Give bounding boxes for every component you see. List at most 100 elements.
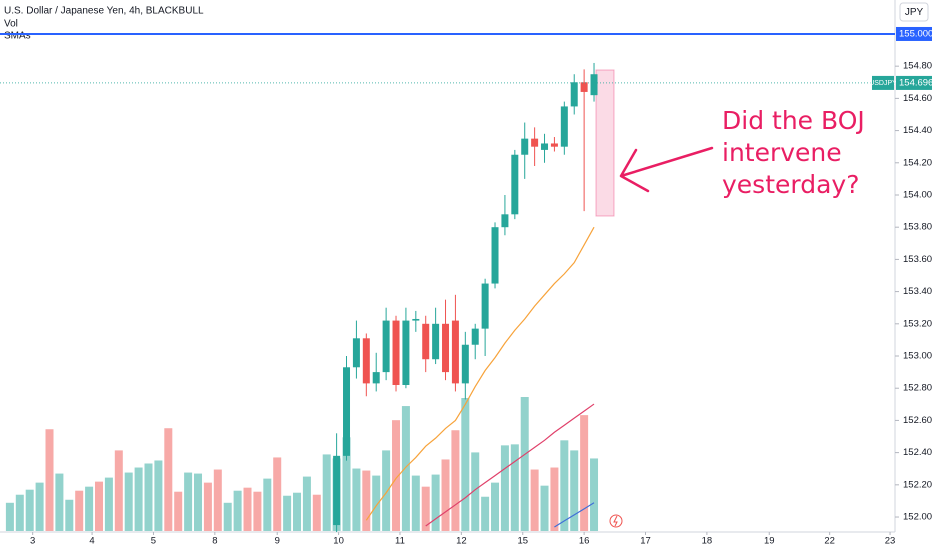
volume-bar xyxy=(461,398,470,531)
y-tick-label: 153.800 xyxy=(903,222,932,233)
volume-bar xyxy=(5,502,14,531)
y-tick-label: 154.800 xyxy=(903,61,932,72)
plot-area xyxy=(5,62,599,532)
y-tick-label: 153.000 xyxy=(903,351,932,362)
volume-bar xyxy=(431,474,440,531)
x-tick-label: 12 xyxy=(456,536,467,547)
volume-bar xyxy=(65,499,74,531)
volume-bar xyxy=(471,452,480,531)
candle-body xyxy=(570,82,578,107)
y-tick-label: 152.000 xyxy=(903,512,932,523)
candle-body xyxy=(343,367,351,456)
volume-bar xyxy=(560,440,569,531)
volume-bar xyxy=(134,467,143,531)
candle-body xyxy=(511,154,519,215)
volume-bar xyxy=(550,467,559,531)
volume-bar xyxy=(520,397,529,531)
volume-bar xyxy=(293,492,302,531)
candle-body xyxy=(590,74,598,96)
y-tick-label: 153.400 xyxy=(903,286,932,297)
candle-body xyxy=(333,455,341,526)
last-price-label: 154.696 xyxy=(899,77,932,88)
volume-bar xyxy=(352,468,361,531)
volume-bar xyxy=(25,489,34,531)
volume-bar xyxy=(580,415,589,531)
event-icon-bolt xyxy=(613,515,618,527)
volume-bar xyxy=(233,490,242,531)
volume-bar xyxy=(411,475,420,531)
candle-body xyxy=(422,323,430,360)
y-tick-label: 153.600 xyxy=(903,254,932,265)
price-line-label: 155.000 xyxy=(899,28,932,39)
volume-bar xyxy=(540,485,549,531)
volume-bar xyxy=(530,469,539,531)
volume-bar xyxy=(263,478,272,531)
volume-sma-line xyxy=(425,403,595,527)
y-tick-label: 154.600 xyxy=(903,93,932,104)
x-tick-label: 5 xyxy=(151,536,156,547)
volume-bar xyxy=(382,450,391,531)
volume-bar xyxy=(273,457,282,531)
volume-bar xyxy=(312,494,321,531)
x-tick-label: 16 xyxy=(579,536,590,547)
volume-bar xyxy=(243,487,252,531)
candle-body xyxy=(402,320,410,385)
volume-bar xyxy=(372,475,381,531)
price-line-tag xyxy=(896,26,932,41)
volume-bar xyxy=(144,463,153,531)
candle-body xyxy=(481,283,489,329)
y-tick-label: 152.400 xyxy=(903,447,932,458)
candle-body xyxy=(432,323,440,360)
volume-bar xyxy=(590,458,599,531)
volume-bar xyxy=(194,473,203,531)
volume-bar xyxy=(203,482,212,531)
volume-bar xyxy=(441,459,450,531)
volume-bar xyxy=(302,476,311,531)
volume-bar xyxy=(174,491,183,531)
volume-bar xyxy=(75,490,84,531)
y-tick-label: 152.200 xyxy=(903,479,932,490)
last-price-tag xyxy=(896,75,932,90)
currency-button[interactable] xyxy=(899,2,929,22)
x-tick-label: 4 xyxy=(89,536,94,547)
volume-bar xyxy=(213,469,222,531)
candle-body xyxy=(580,82,588,92)
y-tick-label: 153.200 xyxy=(903,318,932,329)
volume-bar xyxy=(362,470,371,531)
volume-bar xyxy=(35,482,44,531)
y-tick-label: 152.600 xyxy=(903,415,932,426)
candle-body xyxy=(362,338,370,384)
y-tick-label: 154.400 xyxy=(903,125,932,136)
candle-body xyxy=(550,143,558,147)
volume-bar xyxy=(421,486,430,531)
volume-bar xyxy=(401,406,410,531)
candle-body xyxy=(461,344,469,384)
volume-bar xyxy=(481,496,490,531)
volume-bar xyxy=(15,494,24,531)
event-icon[interactable] xyxy=(609,514,623,528)
highlight-box xyxy=(595,69,615,217)
volume-bar xyxy=(104,477,113,531)
candle-body xyxy=(392,320,400,385)
candle-body xyxy=(491,227,499,284)
candle-body xyxy=(412,318,420,321)
x-tick-label: 22 xyxy=(824,536,835,547)
volume-bar xyxy=(45,429,54,531)
candle-body xyxy=(372,372,380,384)
currency-label[interactable]: JPY xyxy=(905,7,924,18)
x-tick-label: 18 xyxy=(702,536,713,547)
candle-body xyxy=(451,320,459,384)
candle-body xyxy=(382,320,390,373)
y-tick-label: 154.000 xyxy=(903,190,932,201)
x-tick-label: 9 xyxy=(275,536,280,547)
y-tick-label: 154.200 xyxy=(903,157,932,168)
volume-bar xyxy=(570,450,579,531)
annotation-text: Did the BOJ xyxy=(722,106,865,135)
x-tick-label: 8 xyxy=(212,536,217,547)
candle-body xyxy=(501,214,509,228)
volume-bar xyxy=(154,460,163,531)
candle-body xyxy=(560,106,568,147)
x-tick-label: 19 xyxy=(764,536,775,547)
annotation-text: yesterday? xyxy=(722,170,859,199)
x-tick-label: 15 xyxy=(517,536,528,547)
